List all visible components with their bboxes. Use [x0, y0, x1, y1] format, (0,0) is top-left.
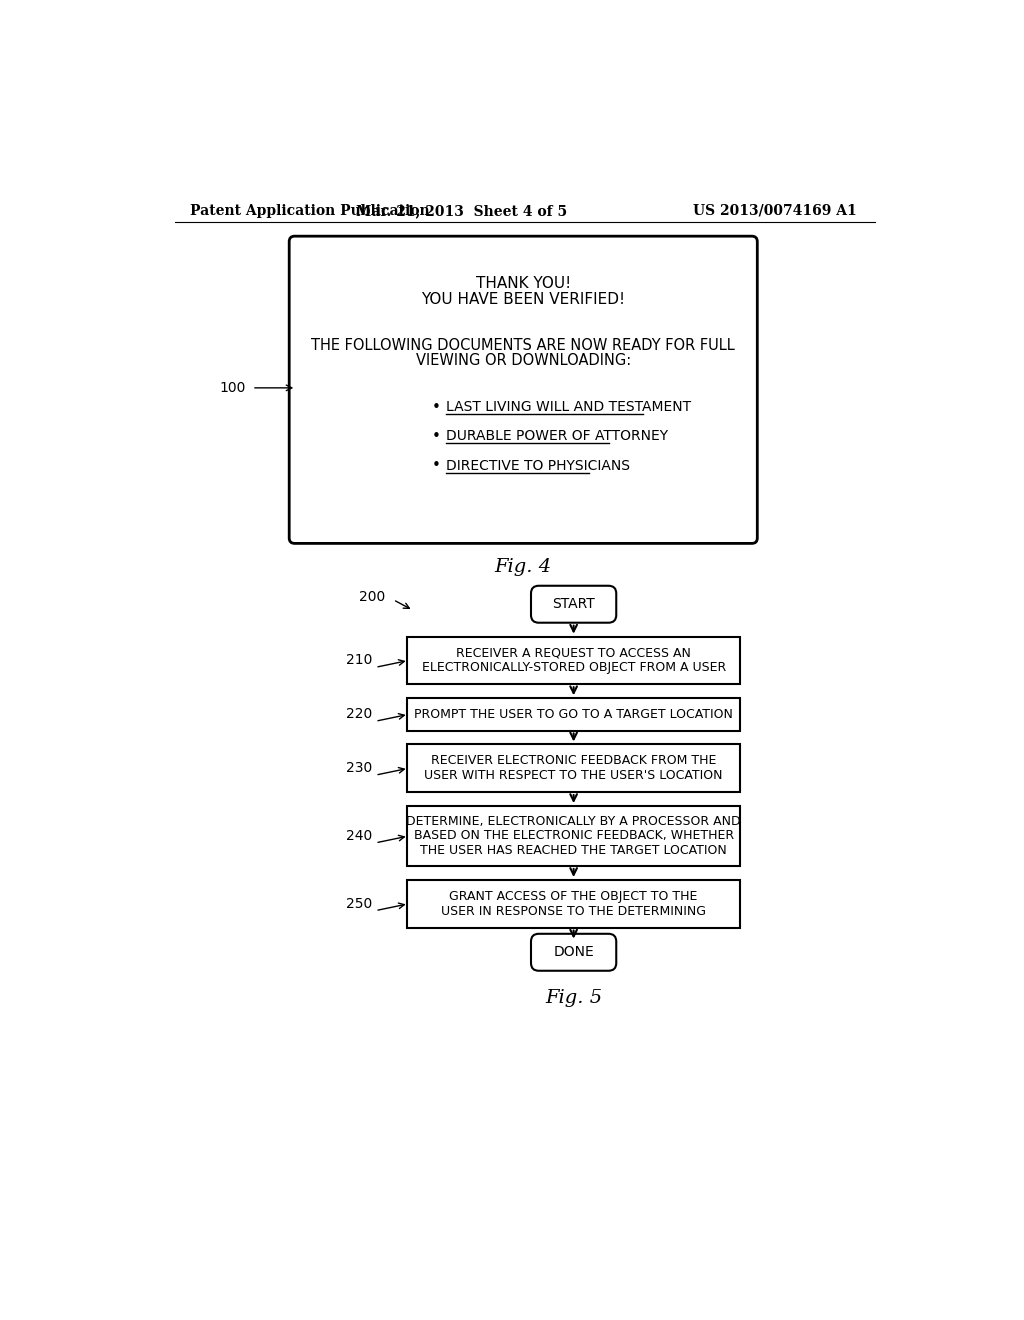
Text: •: • [432, 458, 441, 473]
Text: 200: 200 [359, 590, 385, 603]
FancyBboxPatch shape [289, 236, 758, 544]
Text: START: START [552, 597, 595, 611]
Text: THE FOLLOWING DOCUMENTS ARE NOW READY FOR FULL: THE FOLLOWING DOCUMENTS ARE NOW READY FO… [311, 338, 735, 352]
Text: •: • [432, 429, 441, 444]
Text: PROMPT THE USER TO GO TO A TARGET LOCATION: PROMPT THE USER TO GO TO A TARGET LOCATI… [414, 708, 733, 721]
Text: DONE: DONE [553, 945, 594, 960]
Text: Patent Application Publication: Patent Application Publication [190, 203, 430, 218]
Text: GRANT ACCESS OF THE OBJECT TO THE
USER IN RESPONSE TO THE DETERMINING: GRANT ACCESS OF THE OBJECT TO THE USER I… [441, 890, 707, 917]
Text: LAST LIVING WILL AND TESTAMENT: LAST LIVING WILL AND TESTAMENT [445, 400, 691, 414]
Text: Mar. 21, 2013  Sheet 4 of 5: Mar. 21, 2013 Sheet 4 of 5 [355, 203, 567, 218]
FancyBboxPatch shape [531, 933, 616, 970]
Text: •: • [432, 400, 441, 414]
FancyBboxPatch shape [407, 807, 740, 866]
Text: 250: 250 [346, 896, 372, 911]
Text: 210: 210 [346, 653, 372, 668]
FancyBboxPatch shape [407, 636, 740, 684]
Text: RECEIVER ELECTRONIC FEEDBACK FROM THE
USER WITH RESPECT TO THE USER'S LOCATION: RECEIVER ELECTRONIC FEEDBACK FROM THE US… [424, 754, 723, 783]
Text: YOU HAVE BEEN VERIFIED!: YOU HAVE BEEN VERIFIED! [421, 292, 626, 306]
FancyBboxPatch shape [407, 698, 740, 730]
Text: DURABLE POWER OF ATTORNEY: DURABLE POWER OF ATTORNEY [445, 429, 668, 444]
Text: Fig. 5: Fig. 5 [545, 989, 602, 1007]
Text: Fig. 4: Fig. 4 [495, 558, 552, 577]
Text: VIEWING OR DOWNLOADING:: VIEWING OR DOWNLOADING: [416, 354, 631, 368]
Text: DETERMINE, ELECTRONICALLY BY A PROCESSOR AND
BASED ON THE ELECTRONIC FEEDBACK, W: DETERMINE, ELECTRONICALLY BY A PROCESSOR… [407, 814, 741, 858]
Text: 220: 220 [346, 708, 372, 721]
Text: US 2013/0074169 A1: US 2013/0074169 A1 [693, 203, 856, 218]
Text: 240: 240 [346, 829, 372, 843]
Text: RECEIVER A REQUEST TO ACCESS AN
ELECTRONICALLY-STORED OBJECT FROM A USER: RECEIVER A REQUEST TO ACCESS AN ELECTRON… [422, 647, 726, 675]
Text: 230: 230 [346, 762, 372, 775]
FancyBboxPatch shape [531, 586, 616, 623]
Text: DIRECTIVE TO PHYSICIANS: DIRECTIVE TO PHYSICIANS [445, 458, 630, 473]
FancyBboxPatch shape [407, 744, 740, 792]
Text: THANK YOU!: THANK YOU! [476, 276, 570, 292]
Text: 100: 100 [219, 381, 246, 395]
FancyBboxPatch shape [407, 880, 740, 928]
